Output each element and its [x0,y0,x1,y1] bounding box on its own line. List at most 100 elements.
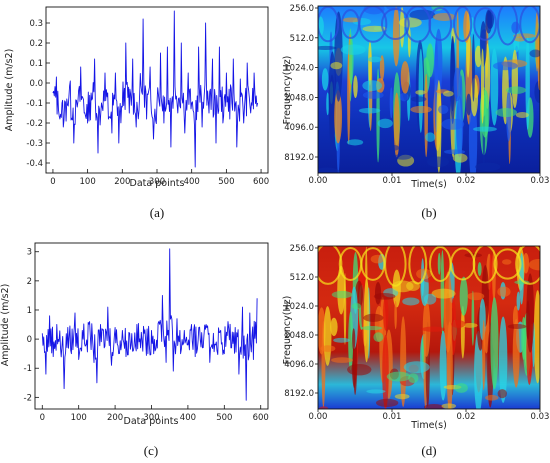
heatmap-cell [403,361,430,374]
y-tick-label: 4096.0 [284,360,314,370]
heatmap-cell [318,45,337,51]
heatmap-cell [533,290,540,384]
heatmap-cell [368,41,372,86]
heatmap-cell [512,318,520,388]
heatmap-cell [384,246,407,287]
panel-d-x-ticks: 0.00 0.01 0.02 0.03 [309,409,549,422]
panel-b-frame [317,5,541,174]
x-tick-label: 500 [216,413,232,423]
heatmap-cell [330,317,338,337]
heatmap-cell [347,363,372,376]
y-tick-label: -0.2 [26,119,43,129]
heatmap-cell [424,73,428,158]
heatmap-cell [377,118,393,129]
panel-c-line-chart: 0 100 200 300 400 500 600 3 2 1 0 -1 -2 Data points… [0,242,269,458]
heatmap-cell [410,105,432,114]
panel-a-x-axis-label: Data points [130,178,185,189]
heatmap-cell [495,108,518,118]
heatmap-cell [400,60,410,95]
heatmap-cell [392,6,400,67]
heatmap-cell [362,80,383,91]
heatmap-cell [402,297,420,306]
x-tick-label: 0.01 [383,412,402,422]
x-tick-label: 200 [107,413,123,423]
panel-a-caption: (a) [150,205,164,220]
y-tick-label: 8192.0 [284,153,314,163]
x-tick-label: 100 [80,177,96,187]
panel-c-y-axis-label: Amplitude (m/s2) [0,284,11,367]
y-tick-label: 2048.0 [284,331,314,341]
y-tick-label: 512.0 [290,34,314,44]
y-tick-label: -1 [24,364,32,374]
heatmap-cell [498,316,508,403]
heatmap-cell [489,252,493,324]
heatmap-cell [323,306,332,366]
heatmap-cell [482,320,486,391]
heatmap-cell [351,302,361,310]
x-tick-label: 600 [253,177,269,187]
heatmap-cell [433,12,456,21]
panel-c-series-line [41,248,258,401]
heatmap-cell [389,87,393,119]
heatmap-cell [507,324,527,330]
panel-b-heatmap-cells [318,6,540,173]
heatmap-cell [375,398,399,407]
y-tick-label: 0.1 [29,59,43,69]
heatmap-cell [451,320,466,328]
heatmap-cell [471,34,475,102]
panel-b-y-axis-label: Frequency(Hz) [282,56,293,125]
heatmap-cell [460,305,465,359]
heatmap-cell [399,92,409,102]
heatmap-cell [529,49,540,58]
heatmap-cell [473,7,497,41]
heatmap-cell [373,332,384,342]
heatmap-cell [426,43,434,78]
heatmap-cell [471,290,475,346]
heatmap-cell [343,273,347,345]
heatmap-cell [472,246,498,284]
panel-d-frame [317,245,541,410]
heatmap-cell [462,322,478,328]
heatmap-cell [330,62,343,70]
heatmap-cell [394,153,412,160]
heatmap-cell [463,10,470,43]
heatmap-cell [493,248,522,280]
heatmap-cell [515,112,529,118]
panel-b-caption: (b) [421,205,436,220]
heatmap-cell [386,371,411,382]
heatmap-cell [352,328,356,351]
panel-d-y-axis-label: Frequency(Hz) [282,296,293,365]
heatmap-cell [416,268,432,280]
y-tick-label: 256.0 [290,244,314,254]
heatmap-cell [321,68,329,91]
panel-c-x-axis-label: Data points [124,416,179,427]
heatmap-cell [328,74,336,152]
heatmap-cell [407,26,411,58]
panel-c-caption: (c) [144,443,158,458]
heatmap-cell [439,330,447,401]
heatmap-cell [443,271,453,353]
heatmap-cell [475,162,501,172]
heatmap-cell [337,265,346,315]
heatmap-cell [398,17,422,28]
heatmap-cell [528,258,540,271]
heatmap-cell [496,6,519,46]
heatmap-cell [497,389,507,399]
heatmap-cell [454,383,468,393]
x-tick-label: 0.02 [457,176,476,186]
x-tick-label: 0 [50,177,55,187]
x-tick-label: 0.01 [383,176,402,186]
heatmap-cell [515,246,540,285]
heatmap-cell [320,345,336,352]
heatmap-cell [467,292,485,301]
heatmap-cell [366,389,386,394]
heatmap-cell [340,44,366,55]
heatmap-cell [348,311,354,371]
heatmap-cell [415,90,426,95]
heatmap-cell [516,291,521,311]
y-tick-label: 1024.0 [284,302,314,312]
heatmap-cell [479,20,487,68]
panel-b-x-ticks: 0.00 0.01 0.02 0.03 [309,173,549,186]
